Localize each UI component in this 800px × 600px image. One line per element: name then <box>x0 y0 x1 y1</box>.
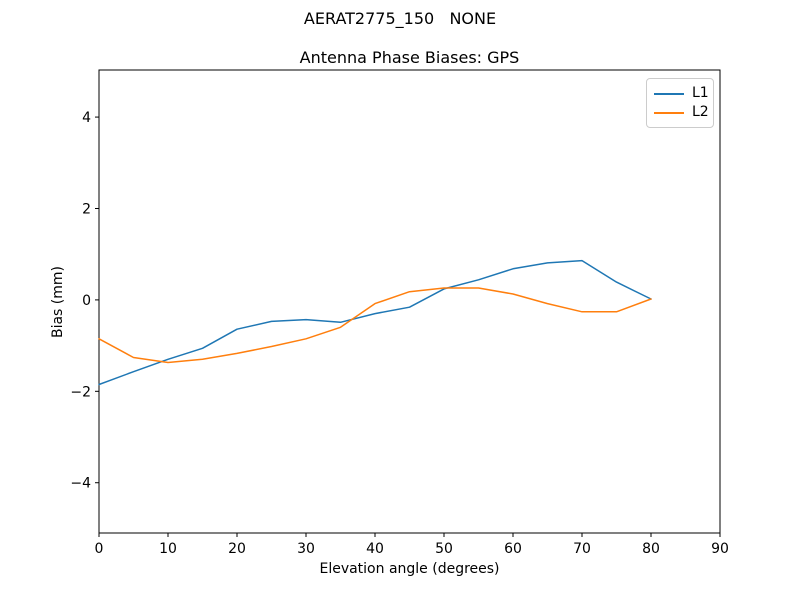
y-tick-label: 4 <box>82 110 91 126</box>
y-tick-label: −4 <box>70 476 91 492</box>
series-line-l1 <box>98 259 652 386</box>
x-tick-label: 60 <box>504 541 522 557</box>
axes-border <box>98 69 721 534</box>
series-line-l2 <box>98 287 652 364</box>
x-tick-label: 40 <box>366 541 384 557</box>
x-tick-label: 50 <box>435 541 453 557</box>
axes-title: Antenna Phase Biases: GPS <box>299 48 520 67</box>
x-tick-label: 20 <box>228 541 246 557</box>
x-axis-label: Elevation angle (degrees) <box>319 561 500 577</box>
legend-label-l1: L1 <box>692 85 709 101</box>
l1-line-swatch <box>654 92 684 95</box>
y-tick-label: 0 <box>82 293 91 309</box>
legend-item-l1: L1 <box>654 84 709 103</box>
x-tick-label: 10 <box>159 541 177 557</box>
y-tick-label: −2 <box>70 384 91 400</box>
x-tick-label: 30 <box>297 541 315 557</box>
y-tick-label: 2 <box>82 201 91 217</box>
figure-suptitle: AERAT2775_150 NONE <box>303 9 497 28</box>
legend-label-l2: L2 <box>692 104 709 120</box>
x-tick-label: 80 <box>642 541 660 557</box>
x-tick-label: 90 <box>711 541 729 557</box>
x-tick-label: 0 <box>95 541 104 557</box>
legend-item-l2: L2 <box>654 103 709 122</box>
y-axis-label: Bias (mm) <box>50 265 66 339</box>
l2-line-swatch <box>654 111 684 114</box>
legend: L1 L2 <box>646 78 714 128</box>
x-tick-label: 70 <box>573 541 591 557</box>
